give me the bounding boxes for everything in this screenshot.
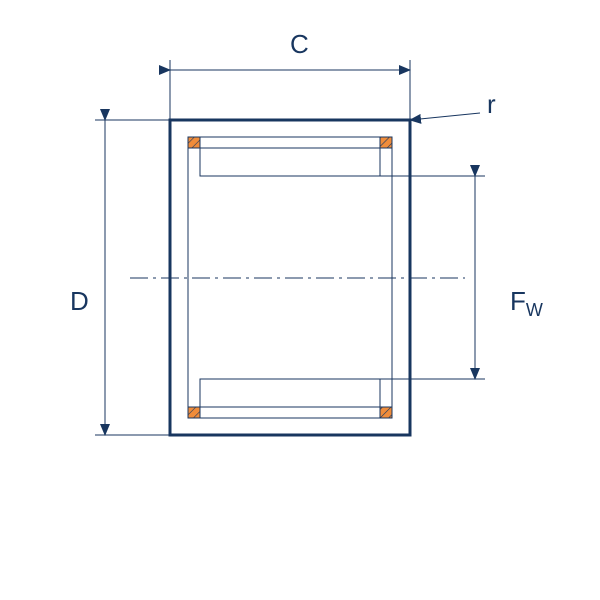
corner-hatch [188,137,200,148]
corner-hatch [380,137,392,148]
label-C: C [290,29,309,59]
label-D: D [70,286,89,316]
label-r: r [487,89,496,119]
corner-hatch [188,407,200,418]
corner-hatch [380,407,392,418]
